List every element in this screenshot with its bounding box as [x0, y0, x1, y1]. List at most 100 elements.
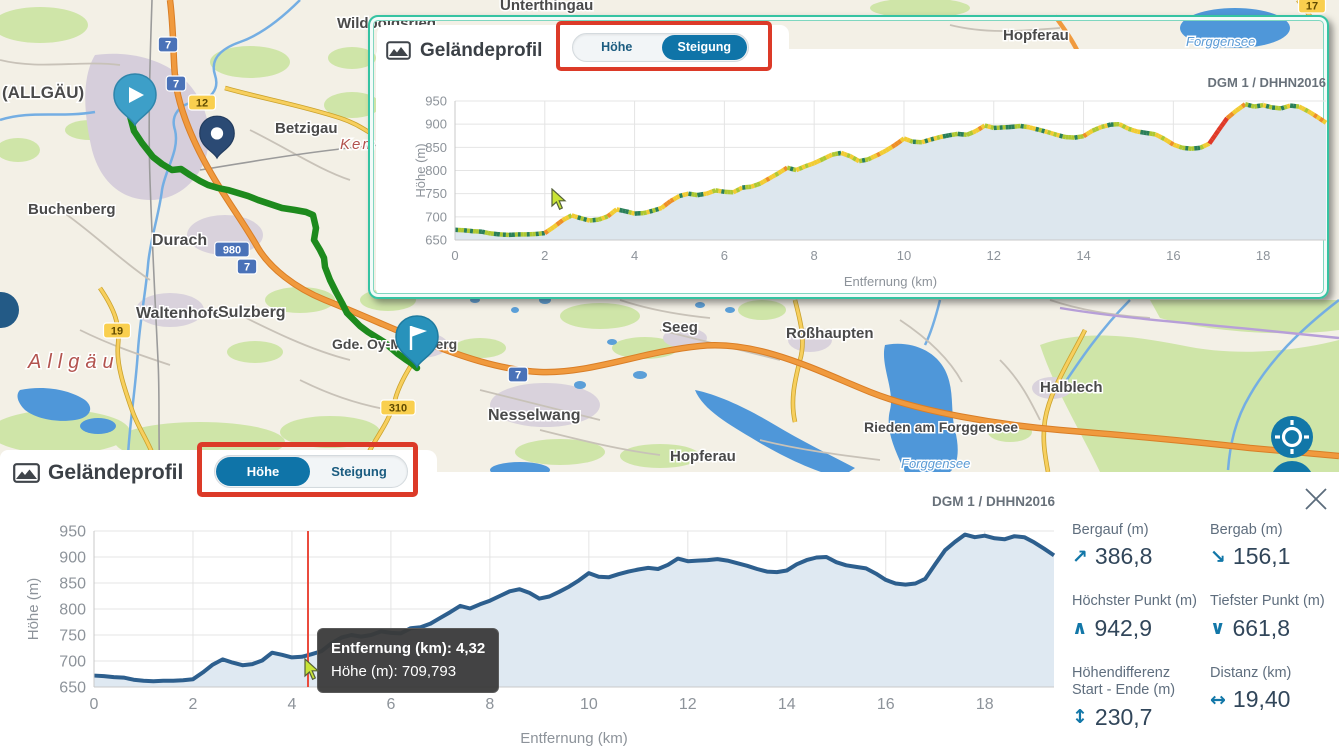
stat-number: 386,8 — [1094, 543, 1153, 570]
arrow-down-right-icon: ↘ — [1210, 545, 1226, 568]
stat-value: ∧ 942,9 — [1072, 615, 1200, 642]
svg-text:12: 12 — [196, 98, 208, 110]
arrow-left-right-icon: ↔ — [1210, 688, 1226, 711]
stat-number: 230,7 — [1094, 703, 1153, 730]
stat-label: Höchster Punkt (m) — [1072, 593, 1197, 610]
stat-item: Bergauf (m) ↗ 386,8 — [1072, 522, 1200, 570]
slope-profile-chart[interactable]: 650 700 750 800 850 900 950 0 2 4 6 8 10 12 14 16 18 Entf… — [376, 50, 1328, 295]
svg-text:19: 19 — [111, 326, 123, 338]
route-line — [126, 112, 421, 372]
road-badge: 7 — [165, 75, 187, 92]
mouse-pointer-icon — [551, 188, 567, 211]
x-tick-label: 8 — [811, 248, 818, 263]
tooltip-distance: Entfernung (km): 4,32 — [331, 640, 486, 657]
road-badge: 7 — [236, 258, 258, 275]
x-tick-label: 6 — [721, 248, 728, 263]
locate-button[interactable] — [1270, 415, 1314, 459]
stat-item: Tiefster Punkt (m) ∨ 661,8 — [1210, 593, 1338, 641]
mouse-pointer-icon — [304, 658, 320, 681]
x-tick-label: 0 — [90, 696, 99, 713]
stat-value: ↘ 156,1 — [1210, 543, 1338, 570]
arrow-up-down-icon: ↕ — [1072, 706, 1088, 729]
y-tick-label: 700 — [59, 654, 86, 671]
road-badge: 310 — [380, 399, 416, 416]
top-elevation-source-label: DGM 1 / DHHN2016 — [1207, 75, 1326, 90]
svg-text:17: 17 — [1306, 1, 1318, 13]
area-fill — [455, 104, 1326, 240]
road-badge: 17 — [1297, 0, 1327, 14]
y-tick-label: 650 — [425, 233, 447, 248]
town-label: Unterthingau — [500, 0, 593, 14]
stat-label: Bergauf (m) — [1072, 522, 1149, 538]
flag-icon — [409, 326, 427, 350]
y-tick-label: 850 — [59, 576, 86, 593]
stat-number: 156,1 — [1232, 543, 1291, 570]
x-tick-label: 18 — [976, 696, 994, 713]
svg-text:7: 7 — [244, 262, 250, 274]
route-statistics: Bergauf (m) ↗ 386,8 Bergab (m) ↘ 156,1 Höchste… — [1072, 522, 1339, 731]
bottom-toggle-steigung[interactable]: Steigung — [331, 464, 387, 479]
start-marker[interactable] — [111, 71, 159, 127]
town-label: Hopferau — [1003, 27, 1069, 44]
y-tick-label: 650 — [59, 680, 86, 697]
elevation-profile-chart[interactable]: 650 700 750 800 850 900 950 0 2 4 6 8 10 12 14 16 18 Entf… — [0, 505, 1075, 750]
x-tick-label: 12 — [679, 696, 697, 713]
svg-text:980: 980 — [223, 245, 241, 257]
region-label: Kem — [340, 136, 377, 153]
road-badge: 7 — [507, 366, 529, 383]
chevron-down-icon: ∨ — [1210, 617, 1226, 640]
road-badge: 19 — [102, 322, 132, 339]
svg-text:7: 7 — [515, 370, 521, 382]
terrain-profile-icon — [13, 463, 40, 483]
stat-item: Höhendifferenz Start - Ende (m) ↕ 230,7 — [1072, 665, 1200, 731]
stat-value: ↕ 230,7 — [1072, 704, 1200, 731]
y-axis-title: Höhe (m) — [413, 143, 428, 197]
y-tick-label: 950 — [425, 94, 447, 109]
y-tick-label: 700 — [425, 209, 447, 224]
x-tick-label: 4 — [631, 248, 638, 263]
x-tick-label: 18 — [1256, 248, 1270, 263]
x-tick-label: 0 — [451, 248, 458, 263]
town-label: Halblech — [1040, 379, 1103, 396]
town-label: Roßhaupten — [786, 325, 874, 342]
top-toggle-hoehe[interactable]: Höhe — [601, 40, 633, 54]
y-axis-title: Höhe (m) — [25, 578, 42, 641]
stat-value: ↔ 19,40 — [1210, 686, 1338, 713]
town-label: Buchenberg — [28, 201, 116, 218]
bottom-toggle-hoehe[interactable]: Höhe — [216, 457, 310, 486]
tooltip-elevation: Höhe (m): 709,793 — [331, 663, 457, 681]
town-label: Hopferau — [670, 448, 736, 465]
road-badge: 12 — [187, 94, 217, 111]
water-label: Forggensee — [901, 456, 970, 471]
crosshair-target-icon — [1275, 420, 1309, 454]
top-mode-toggle: Höhe Steigung — [572, 33, 749, 62]
close-icon[interactable] — [1302, 485, 1330, 513]
x-tick-label: 8 — [485, 696, 494, 713]
finish-marker[interactable] — [393, 313, 441, 369]
stat-label: Tiefster Punkt (m) — [1210, 593, 1325, 610]
stat-item: Bergab (m) ↘ 156,1 — [1210, 522, 1338, 570]
bottom-panel-title: Geländeprofil — [48, 461, 184, 484]
x-tick-label: 2 — [189, 696, 198, 713]
y-tick-label: 850 — [425, 140, 447, 155]
town-label: Durach — [152, 232, 207, 249]
water-label: Forggensee — [1186, 34, 1255, 49]
town-label: Sulzberg — [218, 304, 286, 321]
x-axis-title: Entfernung (km) — [844, 274, 937, 289]
svg-text:7: 7 — [173, 79, 179, 91]
stat-value: ↗ 386,8 — [1072, 543, 1200, 570]
svg-text:7: 7 — [165, 40, 171, 52]
y-tick-label: 800 — [59, 602, 86, 619]
x-tick-label: 10 — [580, 696, 598, 713]
town-label: (ALLGÄU) — [2, 83, 84, 102]
x-tick-label: 12 — [987, 248, 1001, 263]
stat-label: Höhendifferenz Start - Ende (m) — [1072, 664, 1176, 699]
y-tick-label: 800 — [425, 163, 447, 178]
waypoint-marker[interactable] — [193, 104, 241, 160]
top-toggle-steigung[interactable]: Steigung — [661, 35, 747, 60]
edge-panel-handle[interactable] — [0, 292, 19, 328]
y-tick-label: 900 — [59, 550, 86, 567]
x-tick-label: 16 — [877, 696, 895, 713]
town-label: Betzigau — [275, 120, 338, 137]
